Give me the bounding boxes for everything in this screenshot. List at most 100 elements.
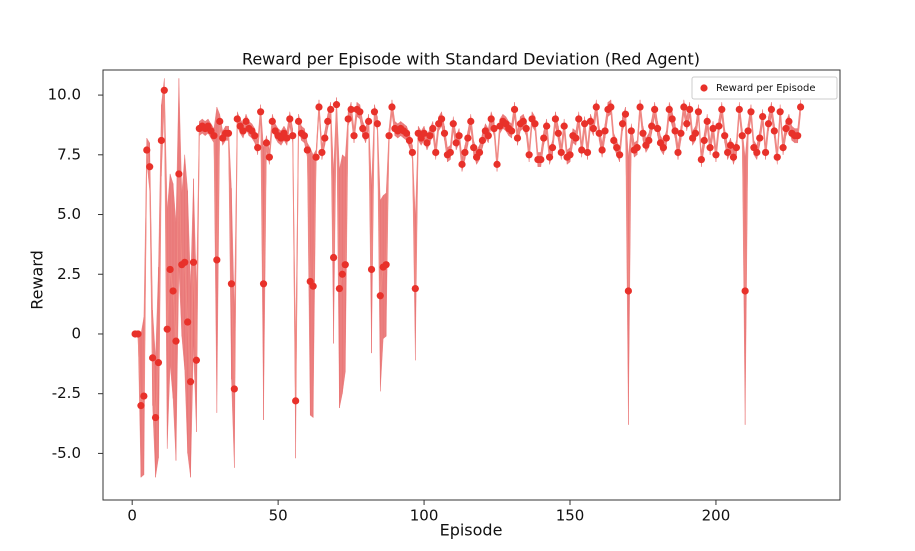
reward-point — [595, 129, 603, 137]
reward-point — [703, 117, 711, 125]
reward-point — [382, 261, 390, 269]
reward-point — [160, 86, 168, 94]
reward-point — [578, 146, 586, 154]
reward-point — [548, 144, 557, 152]
reward-point — [484, 132, 492, 140]
reward-point — [531, 120, 539, 128]
reward-point — [359, 124, 367, 133]
reward-point — [537, 155, 545, 164]
reward-point — [776, 108, 784, 116]
reward-point — [525, 151, 533, 159]
reward-point — [519, 117, 527, 125]
reward-point — [455, 132, 463, 140]
plot-area — [131, 78, 805, 478]
reward-point — [773, 153, 781, 161]
reward-point — [478, 136, 487, 145]
x-tick-label: 0 — [127, 507, 137, 525]
reward-point — [257, 108, 265, 116]
reward-point — [169, 287, 177, 295]
x-tick-label: 150 — [556, 507, 585, 525]
reward-point — [251, 132, 259, 140]
reward-point — [680, 103, 688, 111]
reward-point — [610, 136, 618, 145]
reward-point — [356, 108, 364, 116]
reward-point — [286, 115, 294, 123]
reward-point — [411, 284, 419, 293]
reward-point — [151, 413, 160, 422]
reward-point — [186, 378, 195, 386]
reward-point — [321, 134, 329, 142]
reward-point — [283, 134, 291, 142]
reward-point — [464, 134, 472, 142]
y-tick-label: 2.5 — [57, 265, 81, 283]
reward-point — [639, 129, 647, 137]
reward-point — [677, 129, 685, 137]
reward-point — [607, 103, 615, 111]
reward-point — [618, 120, 627, 128]
y-tick-label: -2.5 — [52, 384, 81, 402]
reward-point — [300, 132, 308, 140]
reward-point — [254, 144, 262, 152]
reward-point — [726, 141, 735, 149]
reward-point — [683, 120, 691, 128]
x-tick-label: 50 — [269, 507, 288, 525]
reward-point — [508, 127, 516, 135]
reward-point — [294, 117, 303, 125]
reward-point — [192, 356, 201, 364]
reward-point — [794, 132, 802, 140]
y-tick-label: 5.0 — [57, 205, 81, 223]
reward-point — [149, 354, 157, 362]
reward-point — [213, 256, 221, 264]
reward-point — [242, 117, 250, 125]
reward-point — [318, 148, 326, 157]
reward-point — [289, 132, 297, 140]
reward-point — [674, 148, 682, 157]
reward-point — [367, 265, 376, 274]
reward-point — [756, 134, 764, 142]
reward-point — [292, 397, 300, 405]
reward-point — [764, 120, 773, 128]
reward-point — [350, 132, 358, 140]
legend-box — [691, 76, 838, 100]
reward-point — [724, 148, 732, 157]
reward-point — [365, 117, 373, 125]
y-tick-label: 7.5 — [57, 145, 81, 163]
reward-point — [327, 105, 335, 114]
reward-point — [224, 129, 233, 137]
reward-point — [709, 124, 717, 133]
chart-title: Reward per Episode with Standard Deviati… — [242, 50, 700, 69]
reward-point — [262, 139, 271, 147]
reward-point — [324, 117, 332, 125]
reward-point — [715, 122, 723, 130]
reward-point — [487, 115, 495, 123]
reward-point — [613, 144, 621, 152]
reward-point — [735, 105, 743, 114]
reward-point — [636, 103, 644, 111]
reward-point — [216, 117, 224, 125]
reward-point — [184, 318, 192, 326]
reward-point — [510, 105, 519, 114]
reward-point — [402, 129, 411, 137]
y-tick-label: -5.0 — [52, 444, 81, 462]
reward-point — [706, 144, 714, 152]
reward-point — [759, 112, 767, 121]
y-tick-label: 0 — [71, 324, 81, 342]
reward-point — [785, 117, 793, 125]
reward-point — [741, 287, 749, 295]
reward-point — [540, 134, 548, 142]
reward-point — [601, 127, 609, 135]
reward-point — [560, 122, 568, 130]
reward-point — [259, 280, 268, 288]
reward-point — [543, 122, 551, 130]
reward-point — [181, 258, 189, 266]
reward-point — [268, 117, 276, 125]
legend-label: Reward per Episode — [716, 83, 815, 94]
reward-point — [432, 148, 440, 157]
reward-point — [370, 108, 379, 116]
y-axis-label: Reward — [28, 250, 47, 310]
reward-point — [303, 146, 311, 154]
reward-point — [493, 160, 501, 168]
reward-point — [598, 146, 606, 154]
reward-point — [446, 148, 454, 157]
